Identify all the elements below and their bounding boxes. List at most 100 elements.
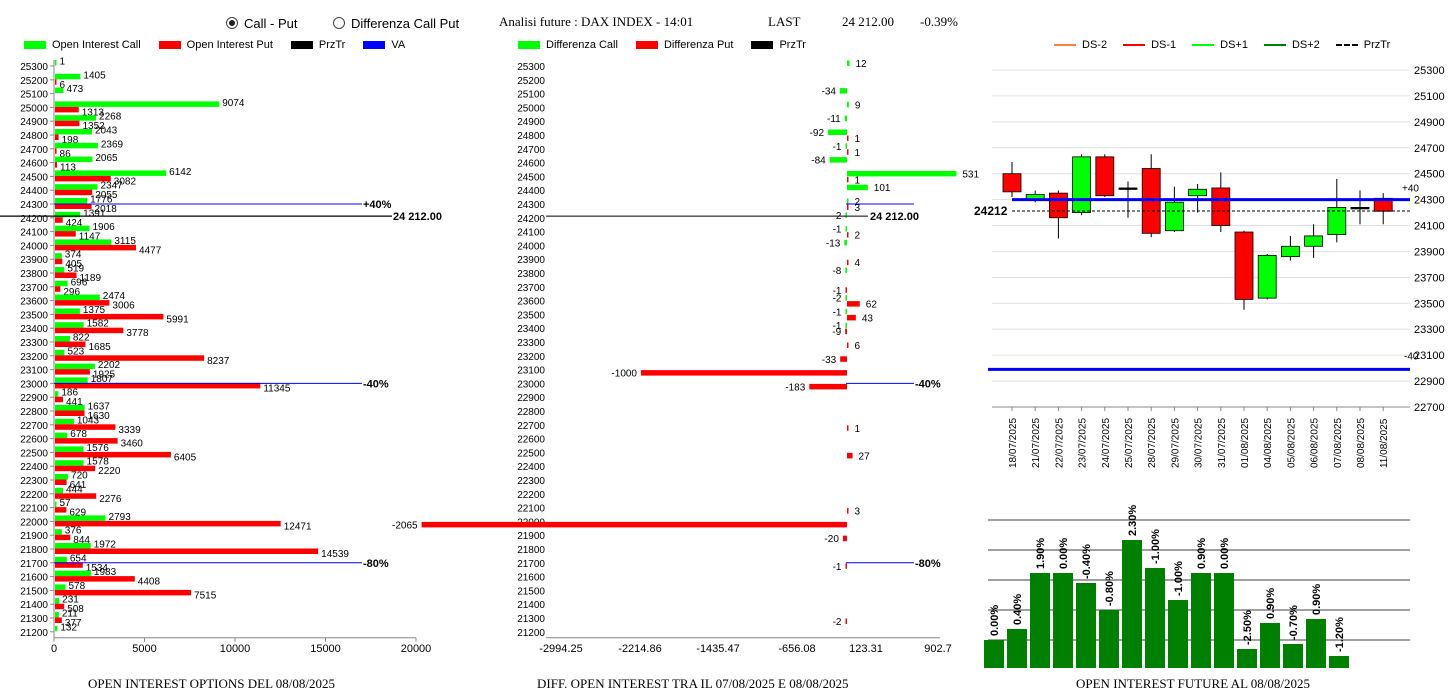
put-oi-label: 12471 [284,521,312,532]
legend-item: PrzTr [290,39,346,51]
call-oi-label: 1578 [87,457,110,468]
put-oi-label: 424 [66,218,83,229]
legend-swatch [290,41,313,49]
strike-tick-label: 23200 [20,352,48,363]
radio-call-put[interactable]: Call - Put [226,14,297,32]
date-tick-label: 29/07/2025 [1170,418,1181,468]
call-oi-label: 1972 [94,540,117,551]
legend-label: PrzTr [318,39,346,51]
future-oi-bar [1191,573,1211,668]
diff-call-label: 2 [855,197,861,208]
call-oi-bar [55,515,106,521]
diff-put-label: 1 [855,424,861,435]
strike-tick-label: 24600 [517,159,545,170]
candle-body [1049,192,1068,219]
date-tick-label: 30/07/2025 [1194,418,1205,468]
put-oi-label: 1685 [88,342,111,353]
legend-label: Differenza Call [546,39,618,51]
call-oi-label: 654 [70,553,87,564]
put-oi-label: 11345 [263,383,291,394]
put-oi-bar [55,120,80,127]
diff-call-label: 12 [855,59,867,70]
strike-tick-label: 21800 [517,545,545,556]
date-tick-label: 06/08/2025 [1310,418,1321,468]
call-oi-bar [55,405,85,411]
call-oi-bar [55,584,66,590]
legend-item: Differenza Call [518,39,618,51]
strike-tick-label: 22700 [517,421,545,432]
put-oi-bar [55,79,57,85]
x-tick-label: -2994.25 [539,643,582,655]
put-oi-bar [55,534,71,541]
call-oi-bar [55,115,97,121]
radio-differenza[interactable]: Differenza Call Put [333,14,459,32]
put-oi-bar [55,617,62,623]
legend-label: Open Interest Put [186,39,273,51]
strike-tick-label: 25200 [20,76,48,87]
diff-put-bar [847,314,856,321]
call-oi-label: 1043 [77,415,100,426]
diff-put-label: -2 [833,617,842,628]
call-oi-bar [55,556,67,563]
call-oi-bar [55,501,57,508]
strike-tick-label: 22500 [517,448,545,459]
put-oi-label: 1189 [80,273,102,284]
call-oi-bar [55,487,64,494]
strike-tick-label: 24800 [20,131,48,142]
put-oi-bar [55,520,281,527]
call-oi-bar [55,253,62,259]
strike-tick-label: 23000 [517,379,545,390]
x-tick-label: -1435.47 [696,643,739,655]
legend-right: DS-2 DS-1 DS+1 DS+2 PrzTr [1054,38,1390,52]
diff-call-label: -34 [822,87,837,98]
va-marker-label: -80% [363,558,389,570]
future-oi-bar [1099,610,1119,668]
strike-tick-label: 22800 [517,407,545,418]
call-oi-bar [55,294,100,301]
diff-call-bar [845,267,847,273]
y-tick-label: 23500 [1414,298,1445,310]
va-marker-label: -40% [915,378,941,390]
legend-label: PrzTr [1363,39,1391,51]
diff-call-label: -92 [810,128,825,139]
diff-put-bar [847,204,849,210]
diff-put-label: 6 [855,341,861,352]
call-oi-bar [55,87,64,94]
call-oi-label: 473 [67,84,84,95]
strike-tick-label: 23500 [20,310,48,321]
x-tick-label: 10000 [220,643,251,655]
call-oi-label: 720 [71,471,88,482]
put-oi-bar [55,465,96,472]
future-oi-bar [1306,619,1326,668]
call-oi-label: 9074 [222,98,245,109]
call-oi-label: 1807 [91,374,114,385]
footer-left: OPEN INTEREST OPTIONS DEL 08/08/2025 [88,676,335,691]
diff-call-label: 531 [962,169,979,180]
put-oi-bar [55,507,67,513]
strike-tick-label: 22300 [20,476,48,487]
legend-label: DS-1 [1151,39,1177,51]
strike-tick-label: 21800 [20,545,48,556]
diff-call-bar [847,101,849,108]
put-oi-bar [55,548,319,554]
candle-body [1072,156,1091,213]
strike-tick-label: 23400 [20,324,48,335]
strike-tick-label: 24200 [20,214,48,225]
put-oi-label: 641 [70,480,87,491]
call-oi-bar [55,280,68,287]
put-oi-bar [55,382,261,389]
diff-put-label: 1 [855,134,861,145]
call-oi-label: 1576 [87,443,110,454]
strike-tick-label: 23500 [517,310,545,321]
candle-body [1234,231,1254,300]
call-oi-label: 57 [60,498,72,509]
przTr-label: 24 212.00 [870,211,919,223]
future-oi-label: -2.50% [1242,610,1254,645]
put-oi-bar [55,258,63,265]
last-change: -0.39% [920,14,958,29]
put-oi-label: 508 [67,604,84,615]
legend-left: Open Interest Call Open Interest Put Prz… [24,38,405,52]
put-oi-label: 1925 [93,370,116,381]
strike-tick-label: 23900 [20,255,48,266]
call-oi-bar [55,625,58,632]
